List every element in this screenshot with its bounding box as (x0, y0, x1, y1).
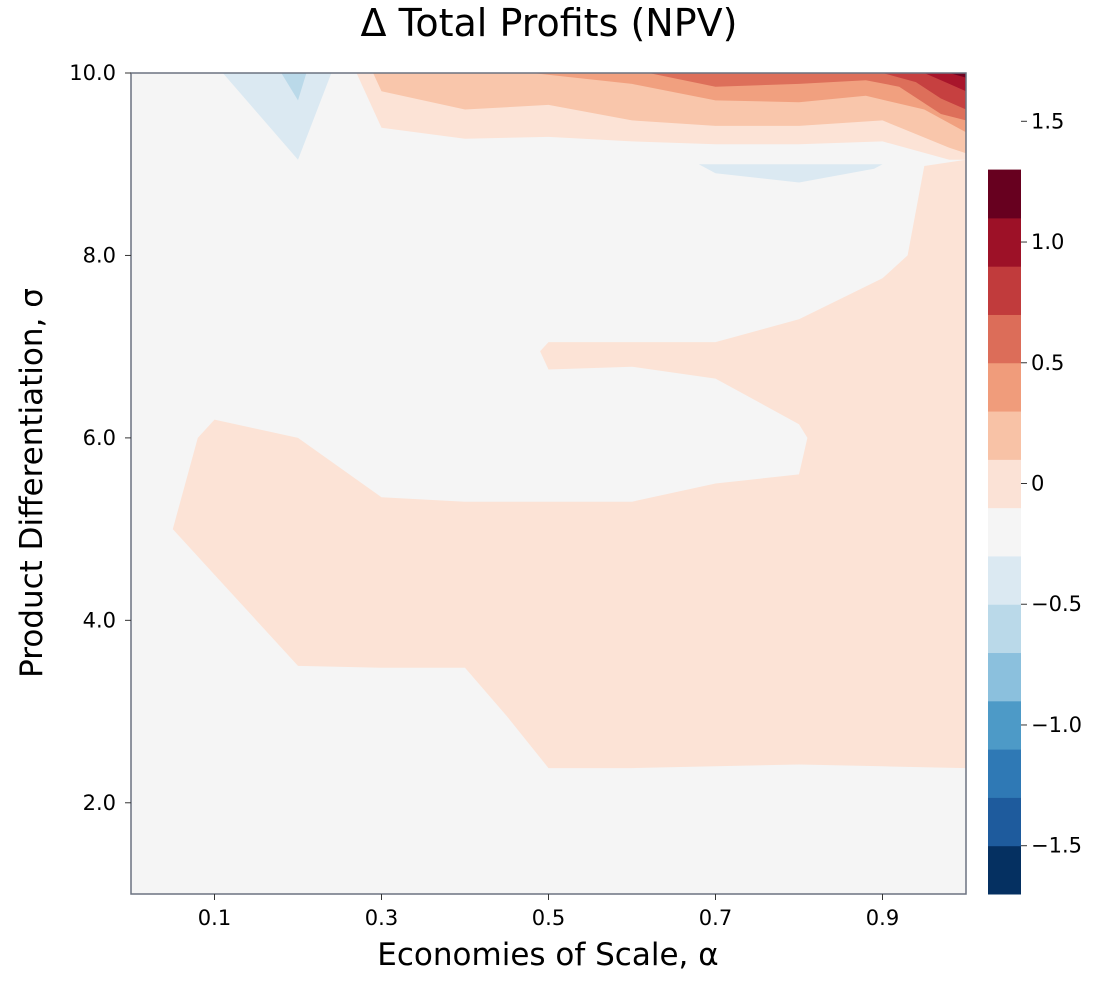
x-tick-label: 0.3 (365, 906, 398, 930)
contour-regions (172, 73, 967, 769)
y-tick-label: 8.0 (83, 243, 116, 267)
x-tick-label: 0.9 (866, 906, 899, 930)
top-band-level-6 (924, 73, 966, 92)
negative-region-top-left (222, 73, 332, 160)
colorbar-tick-label: −1.0 (1031, 713, 1082, 737)
colorbar-segment (988, 507, 1021, 557)
y-tick-label: 6.0 (83, 426, 116, 450)
y-tick-label: 2.0 (83, 791, 116, 815)
colorbar-segment (988, 362, 1021, 412)
colorbar-segment (988, 604, 1021, 654)
colorbar-segment (988, 459, 1021, 509)
colorbar-tick-label: −0.5 (1031, 592, 1082, 616)
y-axis-label: Product Differentiation, σ (14, 288, 50, 678)
colorbar-segment (988, 700, 1021, 750)
colorbar-segment (988, 217, 1021, 267)
colorbar-segment (988, 266, 1021, 315)
x-tick-label: 0.1 (198, 906, 231, 930)
colorbar-segment (988, 845, 1021, 895)
top-band-level-4 (648, 73, 966, 121)
negative-region-top-left-inner (281, 73, 307, 101)
y-axis-ticks: 2.0 4.0 6.0 8.0 10.0 (69, 61, 131, 815)
colorbar-tick-label: 1.0 (1031, 230, 1064, 254)
colorbar-segment (988, 797, 1021, 847)
colorbar-segment (988, 749, 1021, 798)
x-axis-ticks: 0.1 0.3 0.5 0.7 0.9 (198, 894, 899, 930)
colorbar-segment (988, 169, 1021, 219)
colorbar-tick-label: 1.5 (1031, 109, 1064, 133)
colorbar-segment (988, 652, 1021, 702)
main-positive-region (172, 159, 967, 769)
x-tick-label: 0.5 (532, 906, 565, 930)
top-band-level-5 (882, 73, 966, 110)
x-axis-label: Economies of Scale, α (377, 937, 718, 973)
colorbar-segment (988, 314, 1021, 364)
chart-title: Δ Total Profits (NPV) (361, 1, 738, 45)
plot-area (130, 72, 967, 895)
colorbar-tick-label: −1.5 (1031, 834, 1082, 858)
colorbar: −1.5 −1.0 −0.5 0 0.5 1.0 1.5 (988, 109, 1082, 895)
top-band-level-3 (531, 73, 966, 133)
top-band-level-7 (949, 73, 966, 78)
colorbar-tick-label: 0 (1031, 472, 1044, 496)
y-tick-label: 4.0 (83, 608, 116, 632)
colorbar-segment (988, 555, 1021, 605)
colorbar-segment (988, 411, 1021, 460)
y-tick-label: 10.0 (69, 61, 116, 85)
colorbar-tick-label: 0.5 (1031, 351, 1064, 375)
x-tick-label: 0.7 (699, 906, 732, 930)
negative-region-right (698, 164, 883, 183)
